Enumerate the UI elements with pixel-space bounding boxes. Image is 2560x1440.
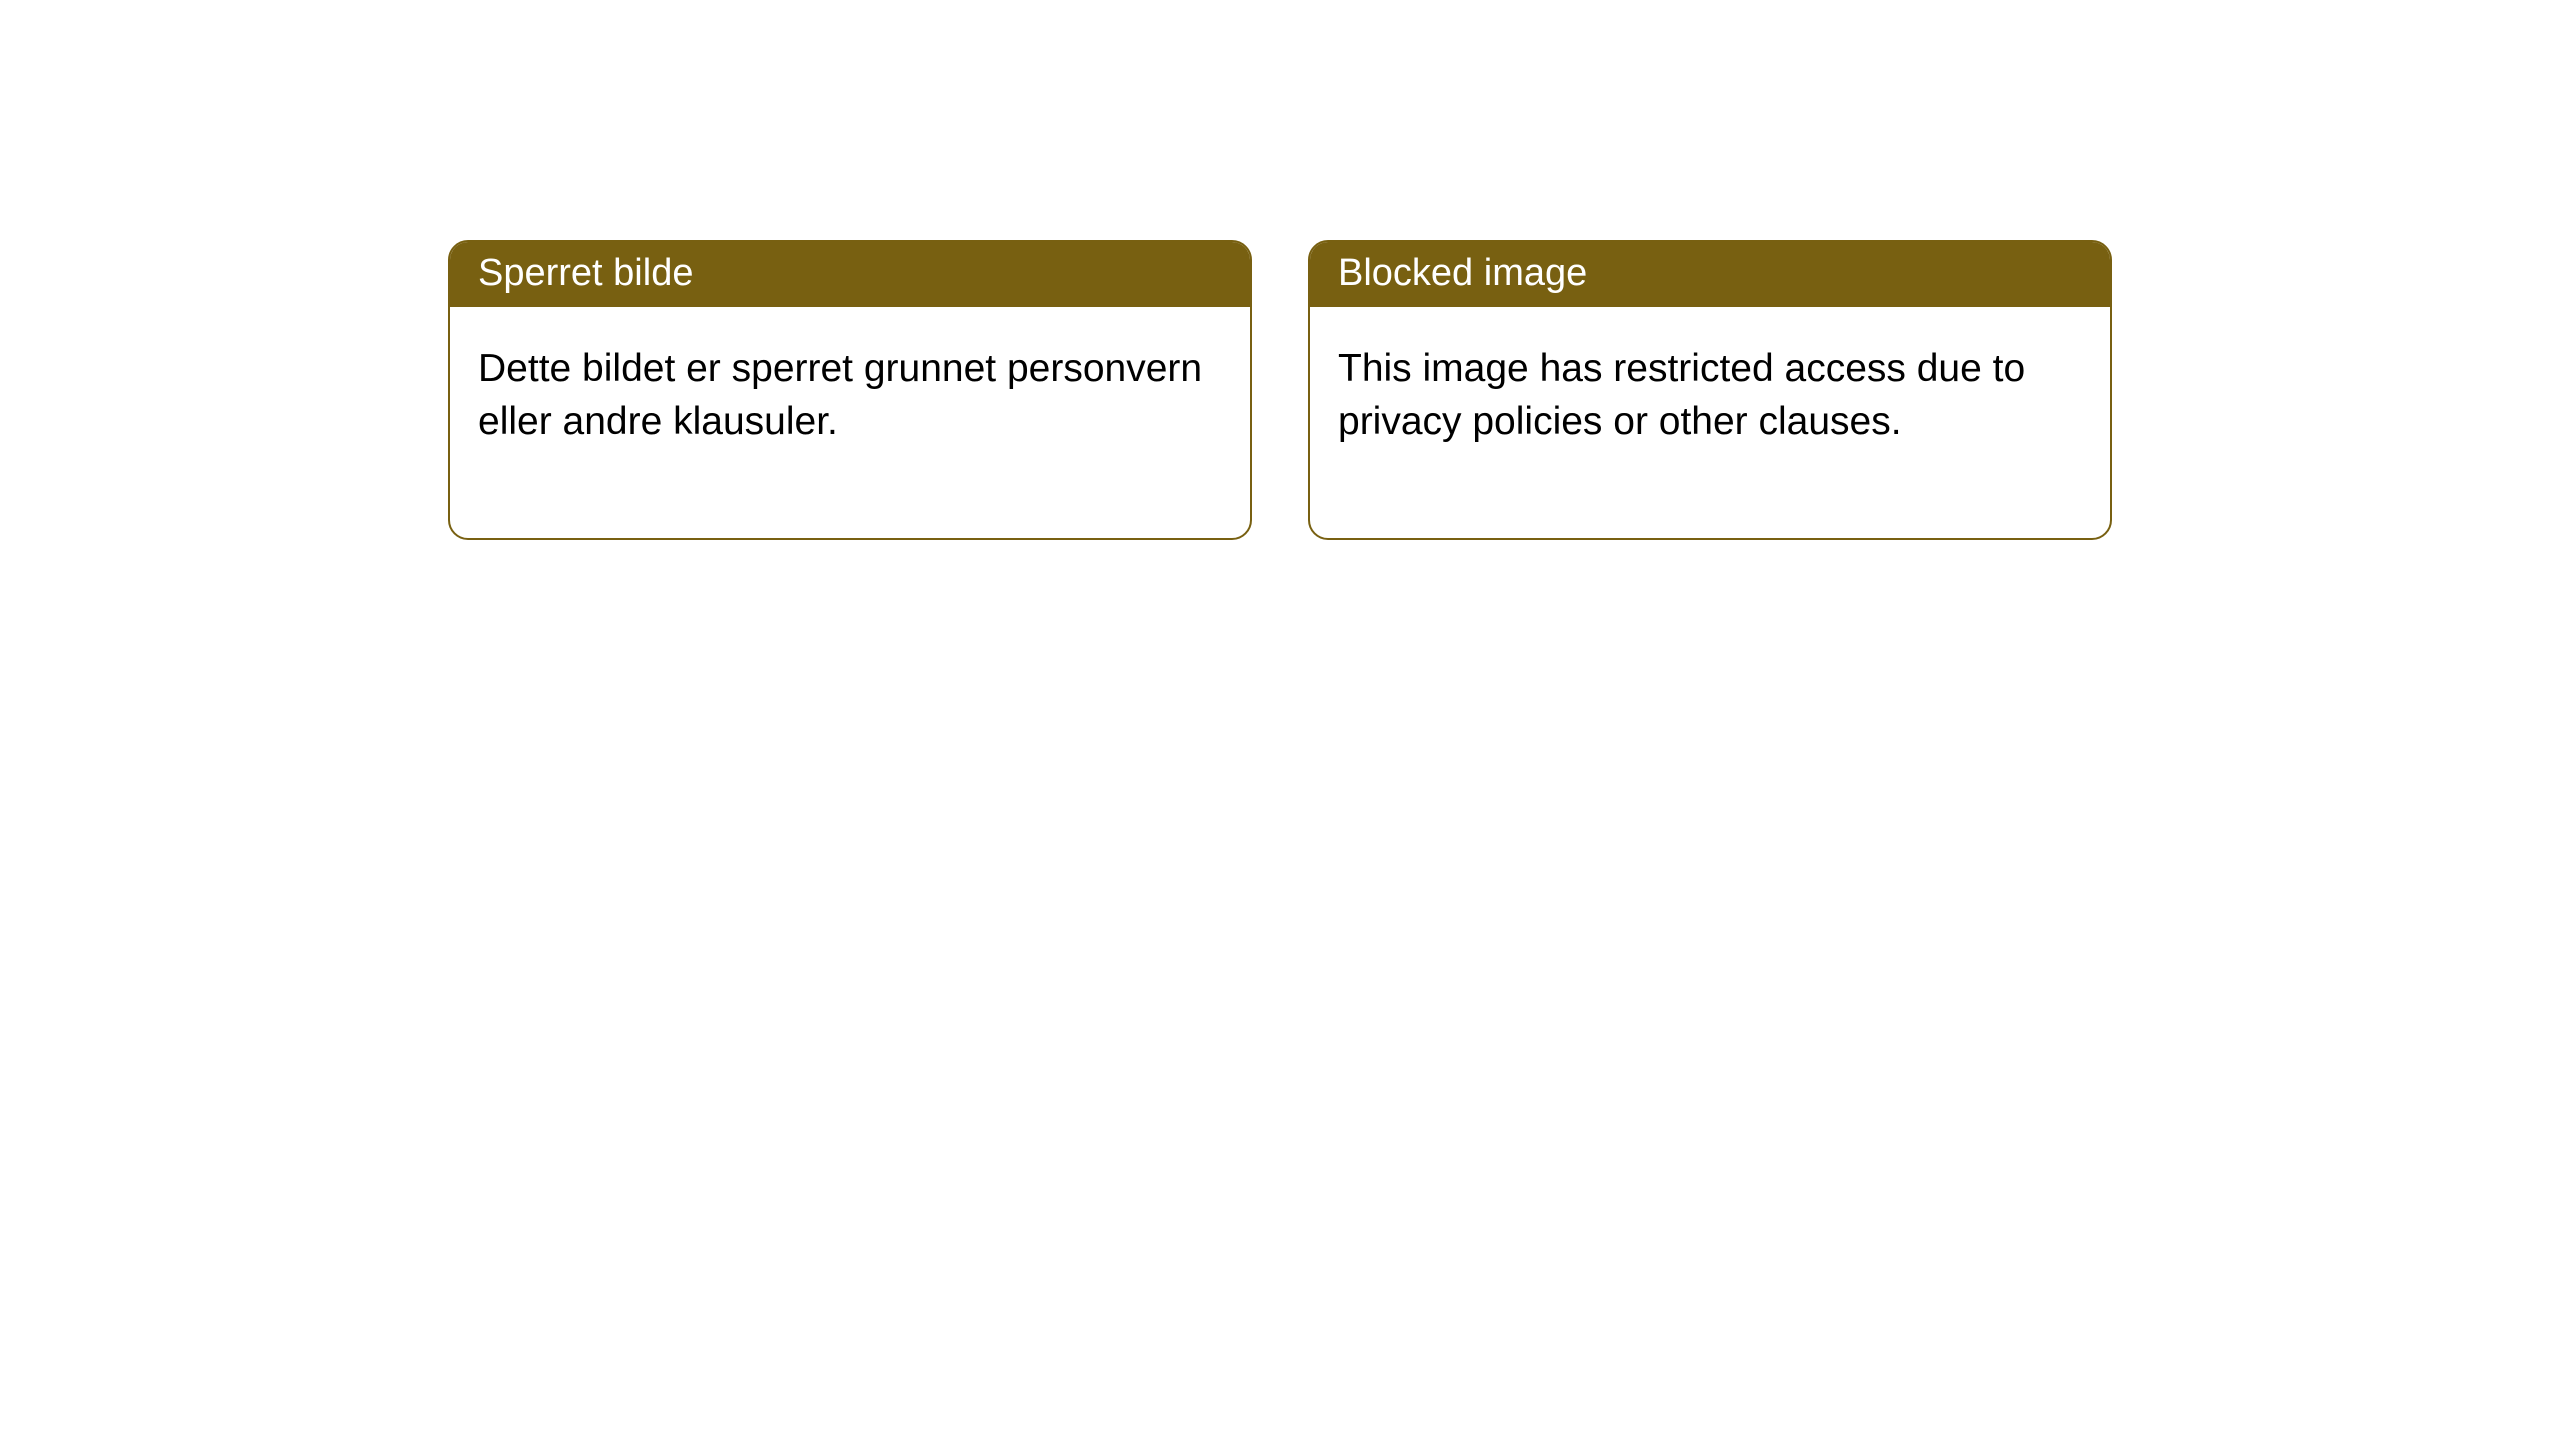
blocked-image-card-no: Sperret bilde Dette bildet er sperret gr…	[448, 240, 1252, 540]
card-text: This image has restricted access due to …	[1338, 343, 2082, 448]
card-header: Sperret bilde	[450, 242, 1250, 307]
card-text: Dette bildet er sperret grunnet personve…	[478, 343, 1222, 448]
card-header: Blocked image	[1310, 242, 2110, 307]
blocked-image-card-en: Blocked image This image has restricted …	[1308, 240, 2112, 540]
card-title: Sperret bilde	[478, 252, 1222, 295]
card-row: Sperret bilde Dette bildet er sperret gr…	[0, 0, 2560, 540]
card-body: This image has restricted access due to …	[1310, 307, 2110, 538]
card-body: Dette bildet er sperret grunnet personve…	[450, 307, 1250, 538]
card-title: Blocked image	[1338, 252, 2082, 295]
